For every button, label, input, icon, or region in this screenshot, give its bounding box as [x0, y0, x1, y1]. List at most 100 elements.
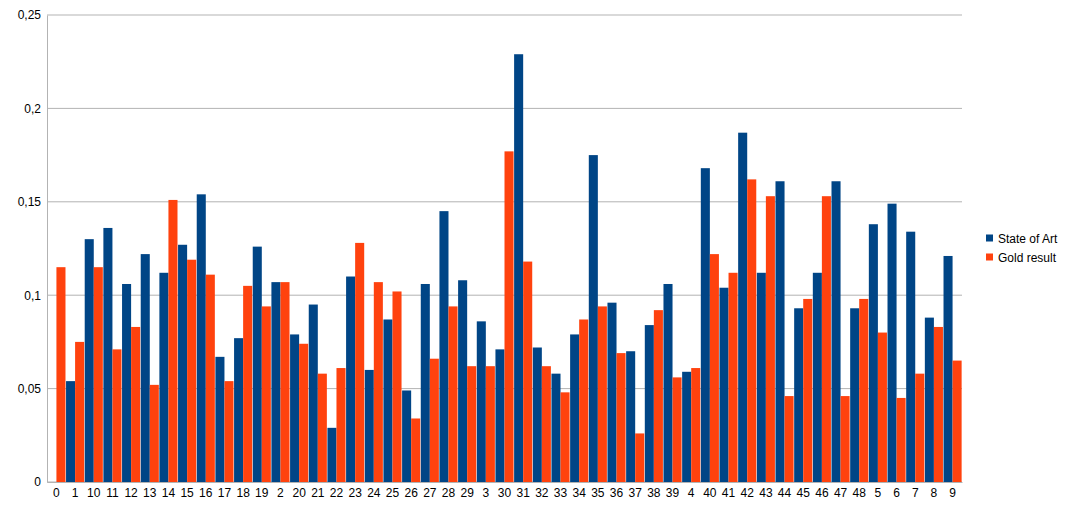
legend: State of ArtGold result — [986, 232, 1058, 265]
x-tick-label: 41 — [722, 486, 736, 500]
bar — [710, 254, 719, 482]
bar — [262, 306, 271, 482]
x-tick: 44 — [778, 482, 792, 500]
x-tick: 18 — [236, 482, 250, 500]
y-tick: 0,2 — [24, 102, 47, 116]
y-tick-label: 0,05 — [18, 382, 42, 396]
bar — [411, 418, 420, 482]
x-tick: 10 — [87, 482, 101, 500]
bar — [738, 133, 747, 482]
x-tick-label: 46 — [815, 486, 829, 500]
x-tick: 14 — [162, 482, 176, 500]
y-tick: 0,1 — [24, 289, 47, 303]
grid — [47, 15, 962, 482]
x-tick: 2 — [277, 482, 284, 500]
bar — [561, 392, 570, 482]
x-tick-label: 22 — [330, 486, 344, 500]
x-tick-label: 1 — [72, 486, 79, 500]
bar — [533, 348, 542, 482]
bar — [383, 319, 392, 482]
bar — [794, 308, 803, 482]
y-tick-label: 0,25 — [18, 8, 42, 22]
bar — [775, 181, 784, 482]
bar — [766, 196, 775, 482]
bar — [635, 433, 644, 482]
x-tick: 39 — [666, 482, 680, 500]
bar — [197, 194, 206, 482]
x-tick: 36 — [610, 482, 624, 500]
x-tick-label: 32 — [535, 486, 549, 500]
x-tick-label: 39 — [666, 486, 680, 500]
x-tick-label: 28 — [442, 486, 456, 500]
x-tick-label: 37 — [629, 486, 643, 500]
grid-line — [47, 15, 962, 16]
x-tick: 23 — [348, 482, 362, 500]
bar — [458, 280, 467, 482]
legend-label: Gold result — [998, 251, 1057, 265]
bar — [897, 398, 906, 482]
legend-item: Gold result — [986, 251, 1057, 265]
bar — [234, 338, 243, 482]
x-tick-label: 34 — [572, 486, 586, 500]
bar — [888, 204, 897, 482]
bar — [56, 267, 65, 482]
bar — [785, 396, 794, 482]
x-tick: 26 — [404, 482, 418, 500]
x-tick-label: 11 — [106, 486, 119, 500]
x-tick-label: 4 — [688, 486, 695, 500]
bar — [486, 366, 495, 482]
bar — [607, 303, 616, 482]
x-tick-label: 10 — [87, 486, 101, 500]
x-tick: 21 — [311, 482, 325, 500]
x-tick: 46 — [815, 482, 829, 500]
bar — [589, 155, 598, 482]
bar — [85, 239, 94, 482]
bar — [103, 228, 112, 482]
bars — [56, 54, 961, 482]
x-tick-label: 17 — [218, 486, 232, 500]
legend-swatch — [986, 235, 993, 242]
bar — [290, 334, 299, 482]
x-tick: 31 — [516, 482, 530, 500]
bar — [206, 275, 215, 482]
x-tick-label: 16 — [199, 486, 213, 500]
bar — [448, 306, 457, 482]
y-tick: 0,25 — [18, 8, 47, 22]
x-tick: 4 — [688, 482, 695, 500]
x-tick: 33 — [554, 482, 568, 500]
x-tick: 34 — [572, 482, 586, 500]
bar — [925, 318, 934, 482]
x-tick-label: 14 — [162, 486, 176, 500]
bar — [673, 377, 682, 482]
x-tick-label: 40 — [703, 486, 717, 500]
bar — [224, 381, 233, 482]
x-tick: 3 — [482, 482, 489, 500]
bar — [626, 351, 635, 482]
x-tick-label: 19 — [255, 486, 269, 500]
x-tick-label: 29 — [460, 486, 474, 500]
bar — [953, 361, 962, 482]
bar — [243, 286, 252, 482]
bar — [691, 368, 700, 482]
x-tick-label: 5 — [875, 486, 882, 500]
bar — [439, 211, 448, 482]
x-tick: 5 — [875, 482, 882, 500]
bar — [374, 282, 383, 482]
bar — [66, 381, 75, 482]
bar — [505, 151, 514, 482]
bar — [392, 291, 401, 482]
x-tick-label: 38 — [647, 486, 661, 500]
x-tick-label: 9 — [949, 486, 956, 500]
bar — [495, 349, 504, 482]
x-tick: 43 — [759, 482, 773, 500]
bar — [253, 247, 262, 482]
x-tick: 11 — [106, 482, 119, 500]
x-tick-label: 8 — [931, 486, 938, 500]
x-tick: 47 — [834, 482, 848, 500]
y-tick-label: 0 — [34, 475, 41, 489]
bar — [467, 366, 476, 482]
x-tick-label: 47 — [834, 486, 848, 500]
x-tick: 42 — [741, 482, 755, 500]
x-tick-label: 3 — [482, 486, 489, 500]
x-tick-label: 15 — [180, 486, 194, 500]
